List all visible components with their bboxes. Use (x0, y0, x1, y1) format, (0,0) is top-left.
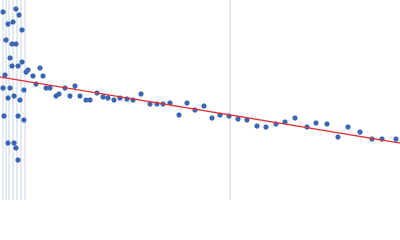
data-point (40, 73, 46, 79)
data-point (209, 115, 215, 121)
data-point (7, 85, 13, 91)
data-point (21, 117, 27, 123)
data-point (5, 140, 11, 146)
data-point (11, 140, 17, 146)
data-point (30, 73, 36, 79)
data-point (324, 121, 330, 127)
data-point (9, 63, 15, 69)
data-point (83, 97, 89, 103)
data-point (0, 85, 6, 91)
data-point (201, 103, 207, 109)
data-point (15, 63, 21, 69)
data-point (7, 55, 13, 61)
data-point (2, 72, 8, 78)
data-point (111, 97, 117, 103)
data-point (292, 115, 298, 121)
data-point (13, 41, 19, 47)
data-point (100, 94, 106, 100)
data-point (19, 27, 25, 33)
chart (0, 0, 400, 200)
data-point (13, 6, 19, 12)
data-point (72, 83, 78, 89)
data-point (313, 120, 319, 126)
data-point (0, 9, 6, 15)
data-point (105, 95, 111, 101)
data-point (138, 91, 144, 97)
data-point (17, 97, 23, 103)
data-point (16, 12, 22, 18)
data-point (357, 129, 363, 135)
data-point (335, 134, 341, 140)
data-point (37, 65, 43, 71)
data-point (393, 136, 399, 142)
data-point (19, 59, 25, 65)
data-point (25, 67, 31, 73)
data-point (11, 93, 17, 99)
data-point (244, 117, 250, 123)
data-point (184, 100, 190, 106)
data-point (13, 145, 19, 151)
data-point (15, 113, 21, 119)
data-point (21, 87, 27, 93)
data-point (5, 95, 11, 101)
data-point (77, 93, 83, 99)
data-point (263, 124, 269, 130)
data-point (345, 124, 351, 130)
data-point (176, 112, 182, 118)
data-point (147, 101, 153, 107)
data-point (235, 116, 241, 122)
data-point (47, 85, 53, 91)
fit-line (0, 76, 400, 144)
data-point (3, 37, 9, 43)
data-point (43, 85, 49, 91)
data-point (10, 19, 16, 25)
data-point (67, 93, 73, 99)
data-point (5, 21, 11, 27)
data-point (87, 97, 93, 103)
data-point (1, 113, 7, 119)
data-point (15, 157, 21, 163)
data-point (9, 41, 15, 47)
data-point (254, 123, 260, 129)
data-point (56, 91, 62, 97)
